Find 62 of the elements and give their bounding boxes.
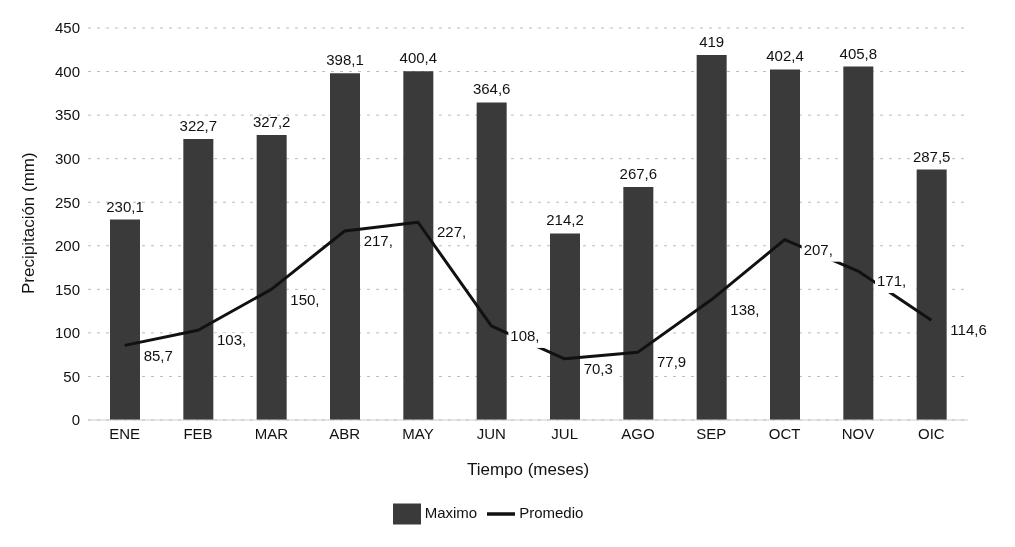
data-label: 138, — [730, 300, 760, 318]
data-label: 227, — [437, 223, 467, 241]
x-tick-label: OCT — [768, 424, 801, 442]
x-tick-label: ABR — [329, 424, 361, 442]
data-label: 405,8 — [839, 44, 878, 62]
bar — [550, 233, 580, 420]
x-tick-label: ENE — [109, 424, 141, 442]
legend-label: Maximo — [424, 503, 478, 521]
y-tick-label: 450 — [54, 19, 80, 37]
x-tick-label: MAR — [254, 424, 289, 442]
bar — [256, 134, 287, 420]
x-tick-label: JUL — [551, 424, 579, 442]
y-tick-label: 200 — [54, 237, 80, 255]
y-tick-label: 400 — [54, 62, 80, 80]
data-label: 287,5 — [912, 147, 951, 165]
data-label: 171, — [877, 272, 907, 290]
bar — [916, 169, 947, 420]
data-label: 77,9 — [657, 353, 687, 371]
x-tick-label: OIC — [918, 424, 945, 442]
x-tick-label: AGO — [621, 424, 655, 442]
y-tick-label: 250 — [54, 193, 80, 211]
data-label: 230,1 — [106, 197, 144, 215]
x-tick-label: JUN — [476, 424, 506, 442]
data-label: 70,3 — [583, 359, 613, 377]
data-label: 85,7 — [143, 346, 173, 364]
bar — [330, 73, 360, 420]
bar — [183, 138, 214, 420]
data-label: 402,4 — [766, 47, 804, 65]
y-tick-label: 100 — [54, 324, 80, 342]
data-label: 207, — [803, 240, 833, 258]
bar — [843, 66, 874, 420]
data-label: 327,2 — [252, 112, 291, 130]
data-label: 398,1 — [326, 51, 364, 69]
y-tick-label: 150 — [54, 280, 80, 298]
data-label: 267,6 — [619, 164, 658, 182]
y-axis-title: Precipitación (mm) — [19, 152, 39, 294]
bar — [110, 219, 140, 420]
data-label: 217, — [363, 232, 393, 250]
bar — [696, 55, 727, 420]
bar — [623, 186, 654, 420]
x-tick-label: MAY — [402, 424, 434, 442]
bar — [476, 102, 507, 420]
data-label: 419 — [699, 33, 725, 50]
data-label: 322,7 — [179, 116, 218, 134]
x-tick-label: NOV — [841, 424, 875, 442]
y-tick-label: 300 — [54, 149, 80, 167]
data-label: 214,2 — [546, 211, 584, 229]
data-label: 400,4 — [399, 49, 438, 67]
bar — [403, 71, 434, 420]
data-label: 103, — [217, 331, 247, 349]
x-axis-title: Tiempo (meses) — [466, 460, 590, 479]
y-tick-label: 50 — [63, 367, 80, 385]
data-label: 114,6 — [950, 321, 987, 339]
y-tick-label: 0 — [71, 411, 80, 429]
data-label: 150, — [290, 290, 320, 308]
y-tick-label: 350 — [54, 106, 80, 124]
bar — [770, 69, 800, 420]
legend-label: Promedio — [519, 503, 584, 521]
data-label: 364,6 — [472, 80, 511, 98]
x-tick-label: SEP — [696, 424, 727, 442]
x-tick-label: FEB — [183, 424, 213, 442]
data-label: 108, — [510, 327, 540, 345]
